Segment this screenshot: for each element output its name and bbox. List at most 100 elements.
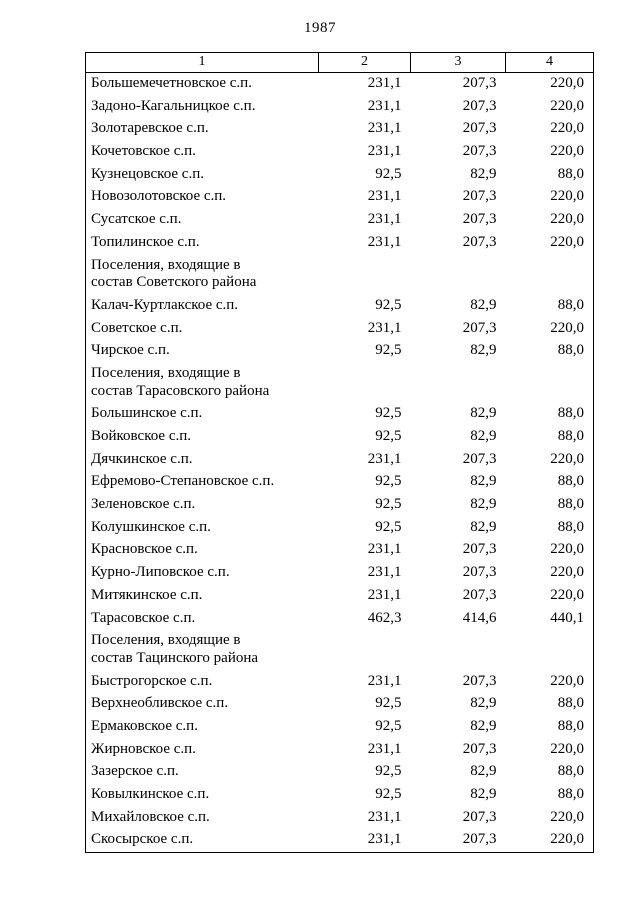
value-cell: 231,1 xyxy=(367,120,402,137)
value-cell: 92,5 xyxy=(375,695,402,712)
value-cell: 207,3 xyxy=(462,586,497,603)
value-cell: 88,0 xyxy=(557,405,584,422)
value-cell: 207,3 xyxy=(462,188,497,205)
settlement-name-cell: Ковылкинское с.п. xyxy=(91,786,210,802)
value-cell: 92,5 xyxy=(375,405,402,422)
settlement-name-cell: Чирское с.п. xyxy=(91,342,170,359)
settlement-name-cell: Кузнецовское с.п. xyxy=(91,165,204,182)
value-cell xyxy=(319,630,411,670)
table-body: Большемечетновское с.п. 231,1 207,3 220,0 За… xyxy=(86,73,594,853)
settlement-name-cell: Зеленовское с.п. xyxy=(91,496,196,513)
table-row: Быстрогорское с.п. 231,1 207,3 220,0 xyxy=(86,671,594,694)
section-header-row: Поселения, входящие в состав Тарасовског… xyxy=(86,363,594,403)
table-row: Советское с.п. 231,1 207,3 220,0 xyxy=(86,318,594,341)
column-header-cell: 4 xyxy=(505,52,594,73)
settlement-name-cell: Новозолотовское с.п. xyxy=(91,188,227,205)
value-cell: 231,1 xyxy=(367,97,402,114)
table-row: Ефремово-Степановское с.п. 92,5 82,9 88,0 xyxy=(86,471,594,494)
value-cell: 82,9 xyxy=(470,428,497,444)
table-row: Ковылкинское с.п. 92,5 82,9 88,0 xyxy=(86,784,594,807)
value-cell: 207,3 xyxy=(462,211,497,228)
value-cell: 231,1 xyxy=(367,188,402,205)
table-row: Зеленовское с.п. 92,5 82,9 88,0 xyxy=(86,494,594,517)
settlement-name-cell: Сусатское с.п. xyxy=(91,211,182,228)
value-cell: 82,9 xyxy=(470,518,497,535)
column-header-cell: 2 xyxy=(318,52,411,73)
table-row: Задоно-Кагальницкое с.п. 231,1 207,3 220,0 xyxy=(86,96,594,119)
settlement-name-cell: Топилинское с.п. xyxy=(91,233,200,250)
value-cell: 92,5 xyxy=(375,342,402,359)
value-cell: 220,0 xyxy=(550,143,584,160)
value-cell: 82,9 xyxy=(470,296,497,313)
section-title-cell: Поселения, входящие в состав Советского … xyxy=(91,256,257,291)
column-header-cell: 3 xyxy=(410,52,506,73)
value-cell: 220,0 xyxy=(550,586,584,603)
value-cell: 92,5 xyxy=(375,496,402,513)
value-cell xyxy=(411,630,506,670)
settlement-name-cell: Колушкинское с.п. xyxy=(91,518,211,535)
value-cell: 231,1 xyxy=(367,564,402,581)
table-row: Ермаковское с.п. 92,5 82,9 88,0 xyxy=(86,716,594,739)
table-row: Михайловское с.п. 231,1 207,3 220,0 xyxy=(86,807,594,830)
value-cell: 231,1 xyxy=(367,450,402,467)
value-cell: 82,9 xyxy=(470,405,497,422)
value-cell: 82,9 xyxy=(470,717,497,734)
value-cell xyxy=(411,363,506,403)
value-cell: 92,5 xyxy=(375,473,402,490)
value-cell: 207,3 xyxy=(462,97,497,114)
value-cell: 207,3 xyxy=(462,740,497,757)
value-cell: 220,0 xyxy=(550,564,584,581)
settlement-name-cell: Красновское с.п. xyxy=(91,541,198,558)
value-cell: 92,5 xyxy=(375,518,402,535)
value-cell: 207,3 xyxy=(462,143,497,160)
settlement-name-cell: Михайловское с.п. xyxy=(91,808,210,825)
settlement-name-cell: Ермаковское с.п. xyxy=(91,717,198,734)
value-cell: 220,0 xyxy=(550,740,584,757)
value-cell: 207,3 xyxy=(462,808,497,825)
value-cell: 207,3 xyxy=(462,672,497,689)
value-cell: 220,0 xyxy=(550,211,584,228)
value-cell: 92,5 xyxy=(375,296,402,313)
value-cell: 207,3 xyxy=(462,564,497,581)
value-cell xyxy=(319,255,411,295)
value-cell: 231,1 xyxy=(367,319,402,336)
table-row: Большемечетновское с.п. 231,1 207,3 220,0 xyxy=(86,73,594,96)
value-cell: 231,1 xyxy=(367,672,402,689)
value-cell: 462,3 xyxy=(367,609,402,626)
table-row: Кузнецовское с.п. 92,5 82,9 88,0 xyxy=(86,164,594,187)
value-cell: 220,0 xyxy=(550,97,584,114)
value-cell xyxy=(506,630,594,670)
value-cell: 82,9 xyxy=(470,165,497,182)
table-row: Войковское с.п. 92,5 82,9 88,0 xyxy=(86,426,594,449)
value-cell: 92,5 xyxy=(375,717,402,734)
value-cell: 414,6 xyxy=(462,609,497,626)
table-row: Новозолотовское с.п. 231,1 207,3 220,0 xyxy=(86,186,594,209)
value-cell: 220,0 xyxy=(550,808,584,825)
value-cell: 88,0 xyxy=(557,342,584,359)
value-cell: 207,3 xyxy=(462,120,497,137)
value-cell: 88,0 xyxy=(557,496,584,513)
value-cell: 220,0 xyxy=(550,120,584,137)
value-cell: 207,3 xyxy=(462,233,497,250)
value-cell: 88,0 xyxy=(557,165,584,182)
settlement-name-cell: Золотаревское с.п. xyxy=(91,120,209,137)
column-header-cell: 1 xyxy=(85,52,319,73)
value-cell: 207,3 xyxy=(462,450,497,467)
table-row: Скосырское с.п. 231,1 207,3 220,0 xyxy=(86,829,594,852)
value-cell: 207,3 xyxy=(462,319,497,336)
value-cell: 92,5 xyxy=(375,428,402,444)
value-cell: 231,1 xyxy=(367,541,402,558)
value-cell: 88,0 xyxy=(557,717,584,734)
page-number: 1987 xyxy=(304,20,336,36)
value-cell: 88,0 xyxy=(557,695,584,712)
value-cell: 207,3 xyxy=(462,831,497,848)
settlement-name-cell: Верхнеобливское с.п. xyxy=(91,695,229,712)
value-cell: 220,0 xyxy=(550,75,584,91)
value-cell: 88,0 xyxy=(557,473,584,490)
value-cell: 231,1 xyxy=(367,831,402,848)
value-cell: 92,5 xyxy=(375,165,402,182)
value-cell: 88,0 xyxy=(557,786,584,802)
value-cell: 220,0 xyxy=(550,831,584,848)
